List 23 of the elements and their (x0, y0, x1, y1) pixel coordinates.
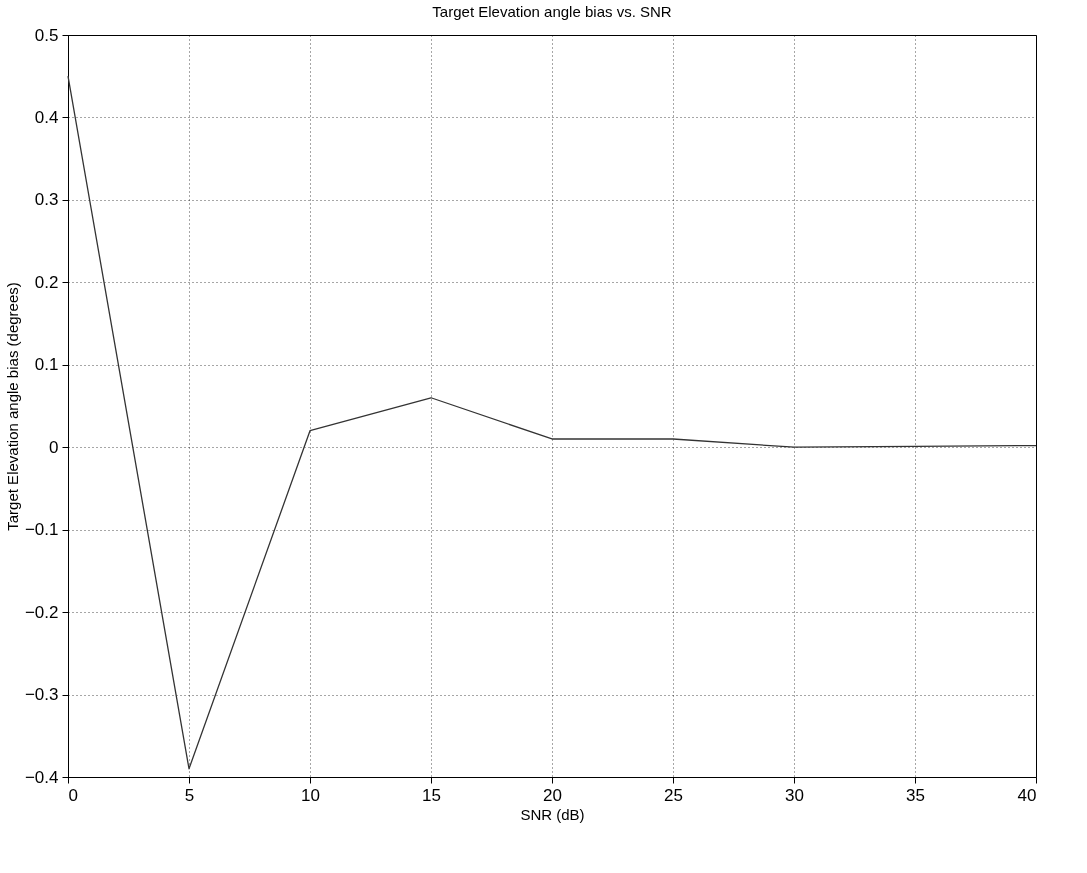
x-tick-label: 15 (422, 785, 441, 805)
y-tick-label: −0.4 (24, 767, 59, 787)
x-axis-title: SNR (dB) (520, 805, 585, 823)
x-tick-label: 5 (184, 785, 195, 805)
y-tick-label: 0.2 (34, 272, 59, 292)
y-axis-title: Target Elevation angle bias (degrees) (3, 282, 21, 531)
x-tick-label: 0 (68, 785, 78, 805)
x-tick-label: 20 (543, 785, 562, 805)
y-tick-label: −0.1 (24, 520, 59, 540)
y-tick-label: −0.3 (24, 685, 59, 705)
y-tick-label: 0.4 (34, 107, 59, 127)
y-tick-label: 0.5 (34, 25, 59, 45)
y-tick-label: −0.2 (24, 602, 59, 622)
line-series (67, 75, 1037, 770)
y-tick-label: 0.1 (34, 355, 59, 375)
x-tick-label: 30 (785, 785, 804, 805)
y-tick-label: 0 (49, 437, 59, 457)
x-tick-label: 25 (664, 785, 683, 805)
x-tick-label: 40 (1017, 785, 1037, 805)
x-tick-label: 35 (906, 785, 925, 805)
y-tick-label: 0.3 (34, 190, 59, 210)
chart-title: Target Elevation angle bias vs. SNR (432, 3, 672, 20)
x-tick-label: 10 (301, 785, 320, 805)
